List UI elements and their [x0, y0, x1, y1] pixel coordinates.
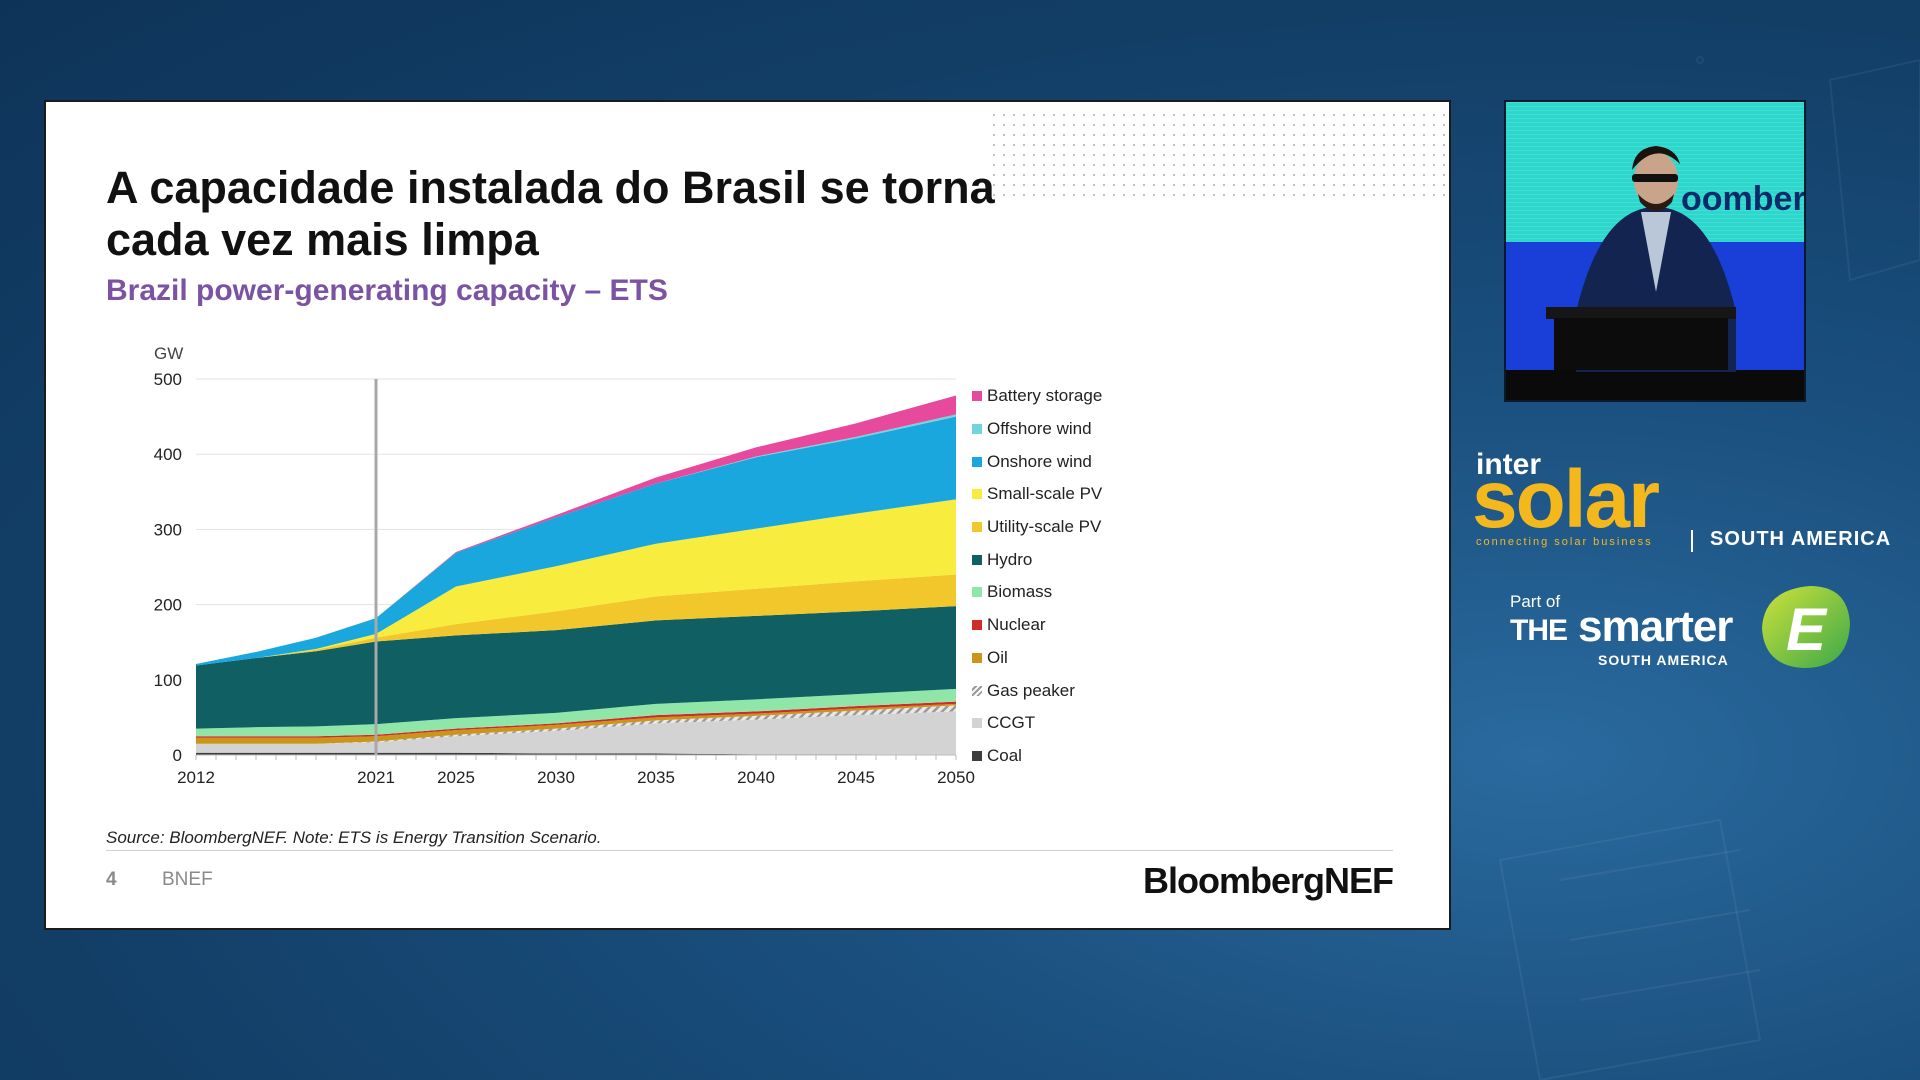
area-series-oil — [196, 703, 956, 744]
area-series-battery-storage — [196, 395, 956, 665]
legend-item: CCGT — [972, 707, 1202, 740]
x-tick-label: 2050 — [937, 768, 975, 787]
legend-label: Utility-scale PV — [987, 517, 1102, 537]
smarter-e-icon: E — [1762, 586, 1850, 668]
legend-swatch — [972, 391, 982, 402]
legend-item: Small-scale PV — [972, 478, 1202, 511]
the-smarter-e-logo: Part of THE smarter SOUTH AMERICA E — [1508, 584, 1888, 674]
area-series-utility-scale-pv — [196, 574, 956, 666]
legend-label: Battery storage — [987, 386, 1103, 406]
x-tick-label: 2012 — [177, 768, 215, 787]
legend-item: Utility-scale PV — [972, 511, 1202, 544]
y-tick-label: 500 — [154, 370, 182, 389]
footer-divider — [106, 850, 1393, 851]
y-tick-label: 400 — [154, 445, 182, 464]
bloombergnef-logo: BloombergNEF — [1142, 860, 1394, 901]
legend-swatch — [972, 685, 982, 696]
legend-swatch — [972, 522, 982, 533]
dot-pattern-decoration — [992, 113, 1446, 197]
presentation-slide: A capacidade instalada do Brasil se torn… — [44, 100, 1451, 930]
intersolar-solar-text: solar — [1472, 454, 1660, 545]
x-tick-label: 2040 — [737, 768, 775, 787]
smarter-e-letter: E — [1786, 596, 1828, 663]
legend-label: Hydro — [987, 549, 1033, 569]
slide-title: A capacidade instalada do Brasil se torn… — [106, 162, 995, 265]
legend-swatch — [972, 750, 982, 761]
intersolar-logo: inter solar connecting solar business SO… — [1472, 448, 1892, 558]
y-tick-label: 300 — [154, 520, 182, 539]
legend-item: Coal — [972, 740, 1202, 773]
legend-swatch — [972, 489, 982, 500]
area-series-nuclear — [196, 701, 956, 738]
backdrop-text: oomberg — [1681, 180, 1806, 218]
y-tick-label: 200 — [154, 596, 182, 615]
legend-item: Biomass — [972, 576, 1202, 609]
x-tick-label: 2021 — [357, 768, 395, 787]
speaker-video-feed: oomberg — [1504, 100, 1806, 402]
x-tick-label: 2045 — [837, 768, 875, 787]
intersolar-region: SOUTH AMERICA — [1710, 528, 1892, 550]
x-tick-label: 2030 — [537, 768, 575, 787]
legend-label: Small-scale PV — [987, 484, 1103, 504]
area-series-coal — [196, 752, 956, 755]
legend-swatch — [972, 620, 982, 631]
legend-item: Onshore wind — [972, 445, 1202, 478]
slide-subtitle: Brazil power-generating capacity – ETS — [106, 274, 668, 307]
legend-label: Coal — [987, 745, 1022, 765]
intersolar-tagline: connecting solar business — [1476, 536, 1653, 548]
legend-item: Battery storage — [972, 380, 1202, 413]
footer-brand: BNEF — [162, 869, 213, 890]
legend-item: Hydro — [972, 543, 1202, 576]
area-series-small-scale-pv — [196, 499, 956, 666]
legend-swatch — [972, 587, 982, 598]
smarter-the: THE — [1510, 614, 1568, 647]
smarter-region: SOUTH AMERICA — [1598, 652, 1729, 668]
page-number: 4 — [106, 869, 117, 890]
legend-label: Biomass — [987, 582, 1053, 602]
chart-legend: Battery storage Offshore wind Onshore wind… — [972, 380, 1202, 772]
x-tick-label: 2035 — [637, 768, 675, 787]
speaker-video-image: oomberg — [1506, 102, 1806, 400]
legend-label: Offshore wind — [987, 419, 1092, 439]
y-tick-label: 0 — [173, 746, 182, 765]
x-tick-label: 2025 — [437, 768, 475, 787]
area-series-hydro — [196, 606, 956, 729]
legend-swatch — [972, 424, 982, 435]
legend-label: Onshore wind — [987, 451, 1092, 471]
legend-swatch — [972, 652, 982, 663]
y-axis-label: GW — [154, 344, 183, 363]
legend-item: Nuclear — [972, 609, 1202, 642]
smarter-word: smarter — [1578, 602, 1733, 651]
legend-swatch — [972, 456, 982, 467]
legend-label: Gas peaker — [987, 680, 1075, 700]
area-series-onshore-wind — [196, 416, 956, 666]
legend-label: Oil — [987, 647, 1008, 667]
intersolar-divider — [1691, 530, 1693, 552]
legend-label: CCGT — [987, 713, 1036, 733]
smarter-part-of: Part of — [1510, 592, 1561, 611]
area-series-biomass — [196, 688, 956, 737]
legend-item: Gas peaker — [972, 674, 1202, 707]
intersolar-inter-text: inter — [1476, 448, 1542, 481]
area-series-ccgt — [196, 711, 956, 755]
y-tick-label: 100 — [154, 671, 182, 690]
capacity-area-chart: 0 100 200 300 400 500 GW 2012 2021 2025 2030 2035 20… — [154, 344, 975, 787]
legend-swatch — [972, 554, 982, 565]
legend-label: Nuclear — [987, 615, 1046, 635]
legend-swatch — [972, 718, 982, 729]
legend-item: Oil — [972, 642, 1202, 675]
source-note: Source: BloombergNEF. Note: ETS is Energ… — [106, 828, 602, 847]
legend-item: Offshore wind — [972, 413, 1202, 446]
